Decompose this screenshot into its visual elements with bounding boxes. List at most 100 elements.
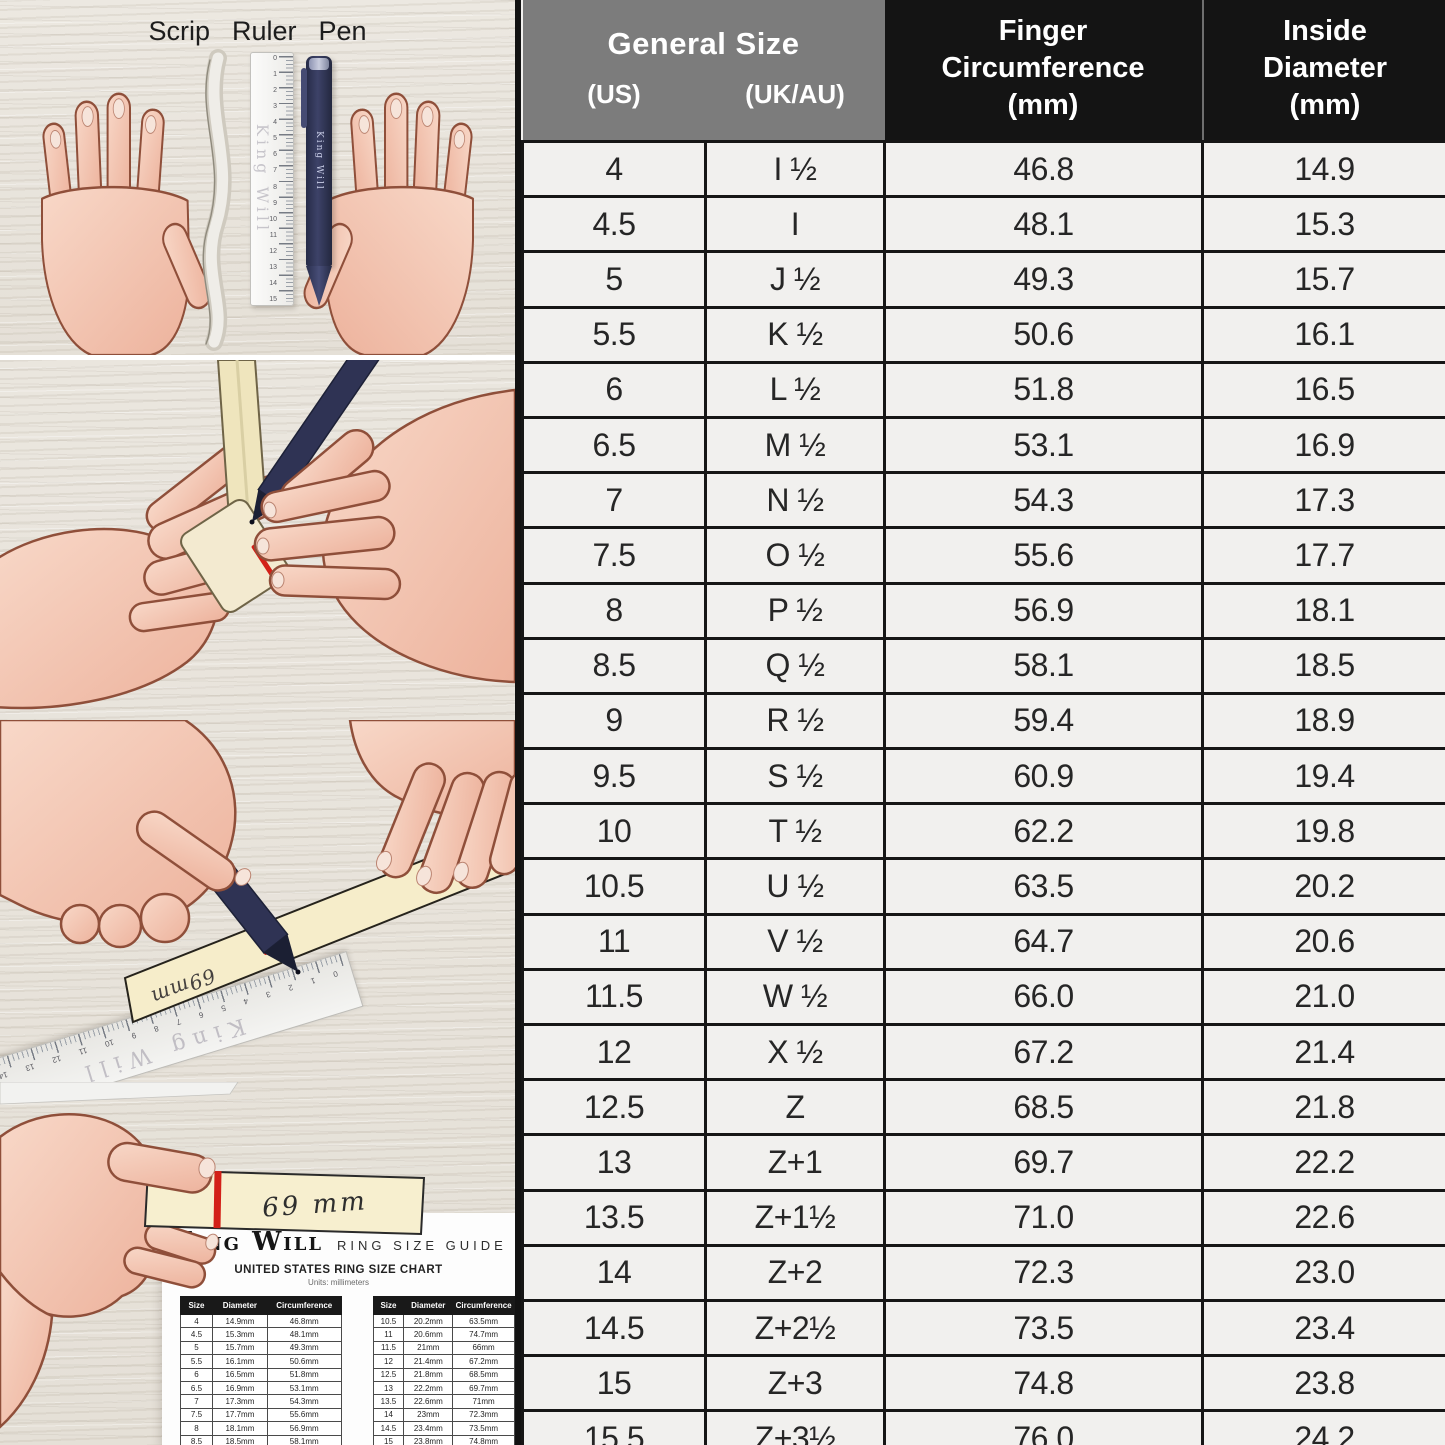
header-line: (mm) [1007, 89, 1079, 121]
table-cell: 5 [180, 1340, 213, 1356]
chart-title: UNITED STATES RING SIZE CHART [234, 1264, 443, 1276]
guide-paper: King Will RING SIZE GUIDE UNITED STATES … [162, 1213, 515, 1445]
table-cell: 4.5 [180, 1327, 213, 1342]
header-line: (mm) [1289, 89, 1361, 121]
table-cell: 19.4 [1201, 747, 1445, 806]
table-cell: T ½ [704, 802, 886, 861]
table-cell: 51.8 [883, 360, 1204, 419]
paper-scrip [202, 49, 232, 351]
table-cell: 14.5 [372, 1421, 405, 1436]
table-cell: I ½ [704, 139, 886, 199]
ruler-number: 12 [269, 247, 277, 255]
table-cell: 20.6 [1201, 912, 1445, 971]
table-cell: 55.6 [883, 526, 1204, 585]
header-us: (US) [587, 79, 641, 109]
table-cell: Z+3½ [704, 1409, 886, 1445]
table-row: 13 22.2mm 69.7mm [372, 1380, 515, 1396]
ruler-number: 15 [269, 295, 277, 303]
pen-clip [301, 68, 307, 128]
table-cell: 12 [521, 1022, 707, 1082]
table-cell: 14 [372, 1407, 405, 1423]
table-row: 14.5 Z+2½ 73.5 23.4 [521, 1298, 1445, 1358]
table-cell: Z+2 [704, 1243, 886, 1302]
table-cell: 66.0 [883, 967, 1204, 1027]
table-cell: 16.9mm [211, 1380, 268, 1396]
header-line: Inside [1283, 15, 1367, 47]
table-cell: 13.5 [372, 1394, 405, 1409]
label-scrip: Scrip [148, 16, 210, 46]
table-cell: 23.0 [1201, 1243, 1445, 1302]
red-mark [213, 1170, 222, 1229]
header-line: Diameter [1262, 52, 1388, 84]
table-cell: 21.0 [1201, 967, 1445, 1027]
left-hand [0, 720, 252, 949]
table-row: 14 Z+2 72.3 23.0 [521, 1243, 1445, 1302]
table-cell: 5 [521, 250, 707, 309]
table-cell: 8 [180, 1421, 213, 1436]
ruler-number: 6 [273, 151, 277, 159]
table-cell: 14.9 [1201, 139, 1445, 199]
ruler-number: 10 [269, 215, 277, 223]
table-row: 6.5 M ½ 53.1 16.9 [521, 415, 1445, 475]
table-row: 15 23.8mm 74.8mm [372, 1434, 515, 1445]
table-cell: 48.1 [883, 195, 1204, 254]
table-cell: Q ½ [704, 636, 886, 695]
column-header: Diameter [211, 1296, 268, 1315]
paper-scrip-result: 69 mm [143, 1168, 426, 1236]
table-row: 13 Z+1 69.7 22.2 [521, 1133, 1445, 1192]
table-cell: 14 [521, 1243, 707, 1302]
table-cell: 23.4 [1201, 1298, 1445, 1358]
pen-brand-text: King Will [314, 131, 324, 191]
ruler-number: 14 [269, 279, 277, 287]
handwritten-measurement: 69 mm [261, 1186, 369, 1223]
tool-labels: Scrip Ruler Pen [0, 16, 515, 47]
ruler-number: 0 [273, 55, 277, 62]
table-cell: P ½ [704, 581, 886, 640]
table-cell: 56.9mm [266, 1421, 342, 1436]
table-row: 14 23mm 72.3mm [372, 1407, 515, 1423]
ruler-illustration: 0 1 2 3 4 5 6 7 8 9 10 11 12 13 14 15 King Will [250, 52, 294, 306]
table-cell: 67.2 [883, 1022, 1204, 1082]
table-cell: I [704, 195, 886, 254]
table-cell: 21.8 [1201, 1078, 1445, 1137]
step4-drawing: 69 mm [0, 1082, 426, 1429]
column-header: Size [180, 1296, 213, 1315]
size-table: General Size (US) (UK/AU) Finger Circumf… [521, 0, 1445, 1445]
header-line: Circumference [941, 52, 1145, 84]
table-cell: 60.9 [883, 747, 1204, 806]
table-cell: 22.2 [1201, 1133, 1445, 1192]
table-cell: 67.2mm [452, 1354, 515, 1369]
table-cell: 5.5 [521, 305, 707, 364]
mini-table-left: Size Diameter Circumference 4 14.9mm 46.8m… [180, 1296, 342, 1445]
paper-scrip-vertical [216, 360, 268, 520]
table-row: 7 17.3mm 54.3mm [180, 1394, 342, 1409]
table-cell: 13.5 [521, 1188, 707, 1247]
table-cell: 63.5 [883, 857, 1204, 916]
header-subtitles: (US) (UK/AU) [523, 79, 885, 110]
step4-result-illustration: King Will RING SIZE GUIDE UNITED STATES … [0, 1082, 515, 1445]
header-title: General Size [607, 26, 800, 61]
table-cell: 17.7 [1201, 526, 1445, 585]
ruler-number: 4 [273, 119, 277, 127]
table-row: 15 Z+3 74.8 23.8 [521, 1354, 1445, 1413]
table-row: 8.5 18.5mm 58.1mm [180, 1434, 342, 1445]
table-cell: 12.5 [521, 1078, 707, 1137]
table-row: 11.5 21mm 66mm [372, 1340, 515, 1356]
table-row: 13.5 Z+1½ 71.0 22.6 [521, 1188, 1445, 1247]
table-cell: 23.4mm [403, 1421, 454, 1436]
mini-tables: Size Diameter Circumference 4 14.9mm 46.8m… [180, 1296, 515, 1445]
table-cell: U ½ [704, 857, 886, 916]
table-cell: 6 [521, 360, 707, 419]
table-header-row: General Size (US) (UK/AU) Finger Circumf… [522, 0, 1445, 142]
table-cell: 11.5 [521, 967, 707, 1027]
table-cell: 15 [521, 1354, 707, 1413]
step3-drawing: 69mm King Will [0, 720, 515, 1024]
header-line: Finger [998, 15, 1088, 47]
table-cell: 16.9 [1201, 415, 1445, 475]
table-cell: 71.0 [883, 1188, 1204, 1247]
table-row: 11 V ½ 64.7 20.6 [521, 912, 1445, 971]
table-cell: 59.4 [883, 691, 1204, 751]
table-cell: 74.8 [883, 1354, 1204, 1413]
